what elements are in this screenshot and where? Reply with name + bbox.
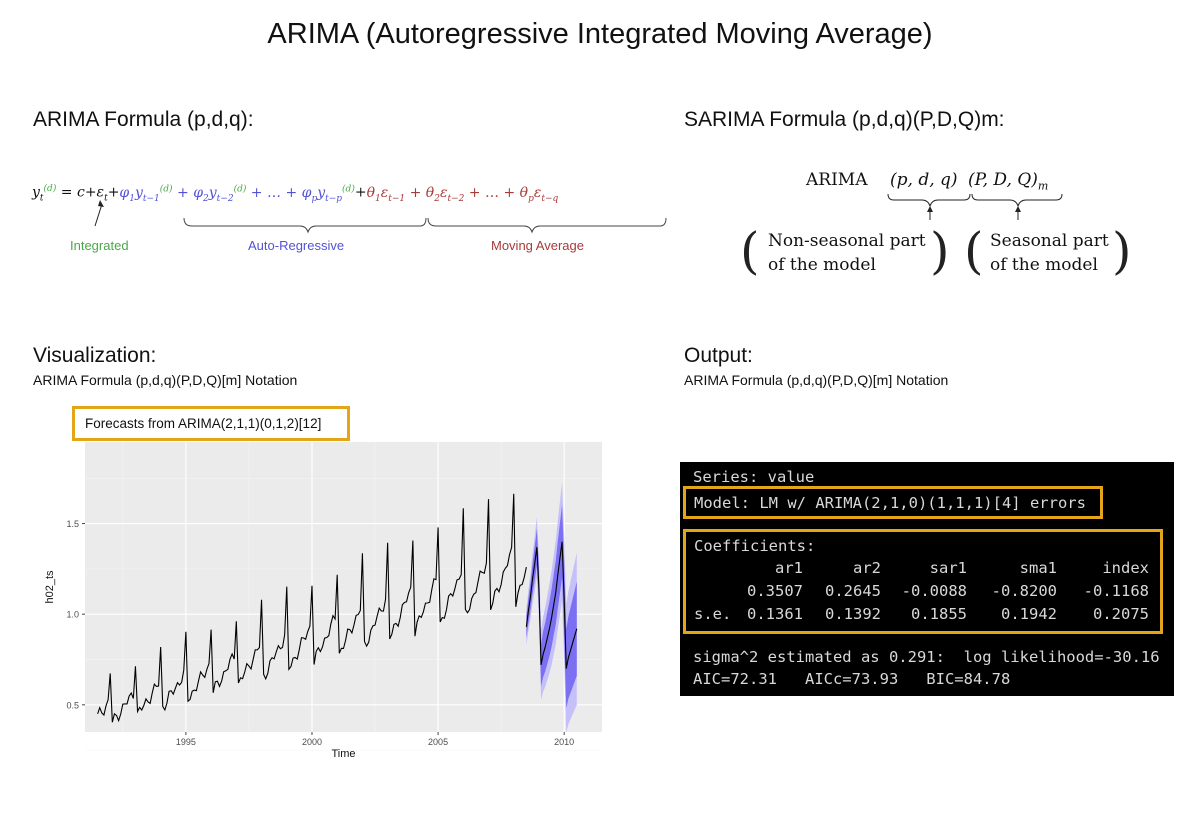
x-tick-label: 1995 (176, 737, 196, 747)
x-tick-label: 2000 (302, 737, 322, 747)
x-tick-label: 2010 (554, 737, 574, 747)
x-axis-label: Time (331, 748, 355, 760)
y-tick-label: 1.5 (66, 519, 79, 529)
forecast-chart: 0.5 1.0 1.5 1995 2000 2005 2010 Time h02_ts (44, 442, 602, 760)
coef-header-index: index (1102, 559, 1149, 577)
aic-line: AIC=72.31 AICc=73.93 BIC=84.78 (693, 670, 1011, 688)
coefficients-heading: Coefficients: (694, 537, 816, 555)
r-output-console: Series: value Model: LM w/ ARIMA(2,1,0)(… (680, 462, 1174, 696)
model-highlight: Model: LM w/ ARIMA(2,1,0)(1,1,1)[4] erro… (683, 486, 1103, 519)
se-value-index: 0.2075 (1093, 605, 1149, 623)
coef-header-ar1: ar1 (775, 559, 803, 577)
arima-braces (94, 200, 667, 234)
coef-value-ar1: 0.3507 (747, 582, 803, 600)
arima-formula: yt(d) = c+εt+φ1yt−1(d) + φ2yt−2(d) + … +… (32, 184, 559, 204)
autoregressive-label: Auto-Regressive (248, 238, 345, 253)
x-tick-label: 2005 (428, 737, 448, 747)
forecast-80-band (526, 505, 577, 709)
output-title: Output: (684, 344, 753, 367)
sigma-line: sigma^2 estimated as 0.291: log likeliho… (693, 648, 1160, 666)
se-value-ar1: 0.1361 (747, 605, 803, 623)
forecast-caption: Forecasts from ARIMA(2,1,1)(0,1,2)[12] (72, 406, 350, 441)
moving-average-label: Moving Average (491, 238, 584, 253)
se-label: s.e. (694, 605, 732, 623)
seasonal-part-label: Seasonal part of the model (990, 231, 1109, 275)
se-value-sma1: 0.1942 (1001, 605, 1057, 623)
coefficients-highlight: Coefficients: ar1 ar2 sar1 sma1 index 0.… (683, 529, 1163, 634)
se-value-ar2: 0.1392 (825, 605, 881, 623)
sarima-braces (887, 193, 1063, 220)
seasonal-tuple: (P, D, Q)m (968, 170, 1049, 193)
integrated-label: Integrated (70, 238, 129, 253)
arima-section-title: ARIMA Formula (p,d,q): (33, 108, 254, 131)
coef-header-ar2: ar2 (853, 559, 881, 577)
coef-header-sma1: sma1 (1019, 559, 1057, 577)
se-value-sar1: 0.1855 (911, 605, 967, 623)
forecast-line (525, 541, 578, 669)
visualization-subtitle: ARIMA Formula (p,d,q)(P,D,Q)[m] Notation (33, 372, 298, 388)
coef-value-sma1: -0.8200 (991, 582, 1057, 600)
se-row: s.e. 0.1361 0.1392 0.1855 0.1942 0.2075 (686, 605, 1160, 627)
coef-header-sar1: sar1 (929, 559, 967, 577)
y-axis-label: h02_ts (44, 570, 56, 604)
nonseasonal-left-paren: ( (740, 222, 760, 280)
sarima-section-title: SARIMA Formula (p,d,q)(P,D,Q)m: (684, 108, 1005, 131)
visualization-title: Visualization: (33, 344, 157, 367)
page-title: ARIMA (Autoregressive Integrated Moving … (267, 18, 933, 50)
history-line (97, 493, 527, 723)
model-line: Model: LM w/ ARIMA(2,1,0)(1,1,1)[4] erro… (694, 494, 1086, 512)
seasonal-left-paren: ( (964, 222, 984, 280)
seasonal-right-paren: ) (1112, 222, 1132, 280)
nonseasonal-tuple: (p, d, q) (890, 170, 958, 190)
nonseasonal-part-label: Non-seasonal part of the model (768, 231, 926, 275)
y-tick-label: 1.0 (66, 610, 79, 620)
coef-value-ar2: 0.2645 (825, 582, 881, 600)
output-subtitle: ARIMA Formula (p,d,q)(P,D,Q)[m] Notation (684, 372, 949, 388)
series-line: Series: value (693, 468, 815, 486)
coef-value-row: 0.3507 0.2645 -0.0088 -0.8200 -0.1168 (686, 582, 1160, 604)
coef-value-index: -0.1168 (1083, 582, 1149, 600)
sarima-arima-word: ARIMA (806, 170, 868, 190)
coef-header-row: ar1 ar2 sar1 sma1 index (686, 559, 1160, 581)
nonseasonal-right-paren: ) (930, 222, 950, 280)
y-tick-label: 0.5 (66, 700, 79, 710)
coef-value-sar1: -0.0088 (901, 582, 967, 600)
